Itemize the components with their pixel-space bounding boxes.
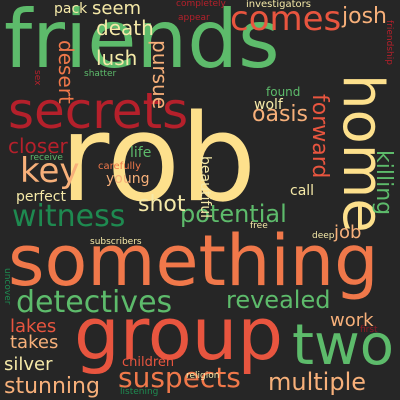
word-completely: completely <box>176 0 226 9</box>
word-found: found <box>266 85 301 99</box>
word-perfect: perfect <box>16 189 66 205</box>
word-home: home <box>330 74 395 233</box>
word-oasis: oasis <box>252 102 308 127</box>
word-comes: comes <box>230 0 342 39</box>
word-uncover: uncover <box>2 268 12 305</box>
word-friendship: friendship <box>384 20 394 65</box>
word-lakes: lakes <box>10 316 57 337</box>
word-secrets: secrets <box>8 82 189 140</box>
word-killing: killing <box>371 150 396 216</box>
word-subscribers: subscribers <box>90 237 142 247</box>
word-witness: witness <box>12 199 126 234</box>
word-wolf: wolf <box>254 97 283 113</box>
word-something: something <box>8 220 379 302</box>
word-detectives: detectives <box>16 285 173 320</box>
word-multiple: multiple <box>268 368 367 396</box>
word-free: free <box>250 221 268 231</box>
word-forward: forward <box>307 94 332 179</box>
word-silver: silver <box>4 354 53 375</box>
word-group: group <box>74 292 284 376</box>
word-rob: rob <box>60 90 257 229</box>
word-call: call <box>290 183 315 199</box>
word-children: children <box>122 355 175 370</box>
word-sex: sex <box>32 70 42 86</box>
word-shot: shot <box>138 192 186 217</box>
word-first: first <box>360 325 378 335</box>
word-two: two <box>292 313 395 378</box>
word-appear: appear <box>178 13 210 23</box>
word-pack: pack <box>54 1 88 17</box>
word-pursue: pursue <box>148 40 172 109</box>
word-carefully: carefully <box>98 161 142 172</box>
word-work: work <box>330 310 374 331</box>
word-listening: listening <box>120 387 159 397</box>
word-religion: religion <box>186 371 220 381</box>
word-key: key <box>20 151 80 191</box>
word-beautiful: beautiful <box>197 156 213 219</box>
word-josh: josh <box>342 4 387 29</box>
word-young: young <box>106 171 150 187</box>
word-friends: friends <box>4 0 280 86</box>
word-lush: lush <box>96 46 138 70</box>
word-revealed: revealed <box>226 286 331 314</box>
word-desert: desert <box>54 40 78 104</box>
word-shatter: shatter <box>84 69 117 79</box>
word-suspects: suspects <box>118 361 241 394</box>
word-life: life <box>130 145 152 161</box>
word-takes: takes <box>10 332 59 353</box>
word-potential: potential <box>180 200 287 228</box>
word-seem: seem <box>92 0 142 19</box>
word-investigators: investigators <box>246 0 311 10</box>
word-deep: deep <box>312 231 335 241</box>
word-death: death <box>96 16 154 40</box>
word-closer: closer <box>8 134 68 158</box>
word-job: job <box>334 222 362 243</box>
word-stunning: stunning <box>4 374 100 399</box>
word-receive: receive <box>30 153 63 163</box>
